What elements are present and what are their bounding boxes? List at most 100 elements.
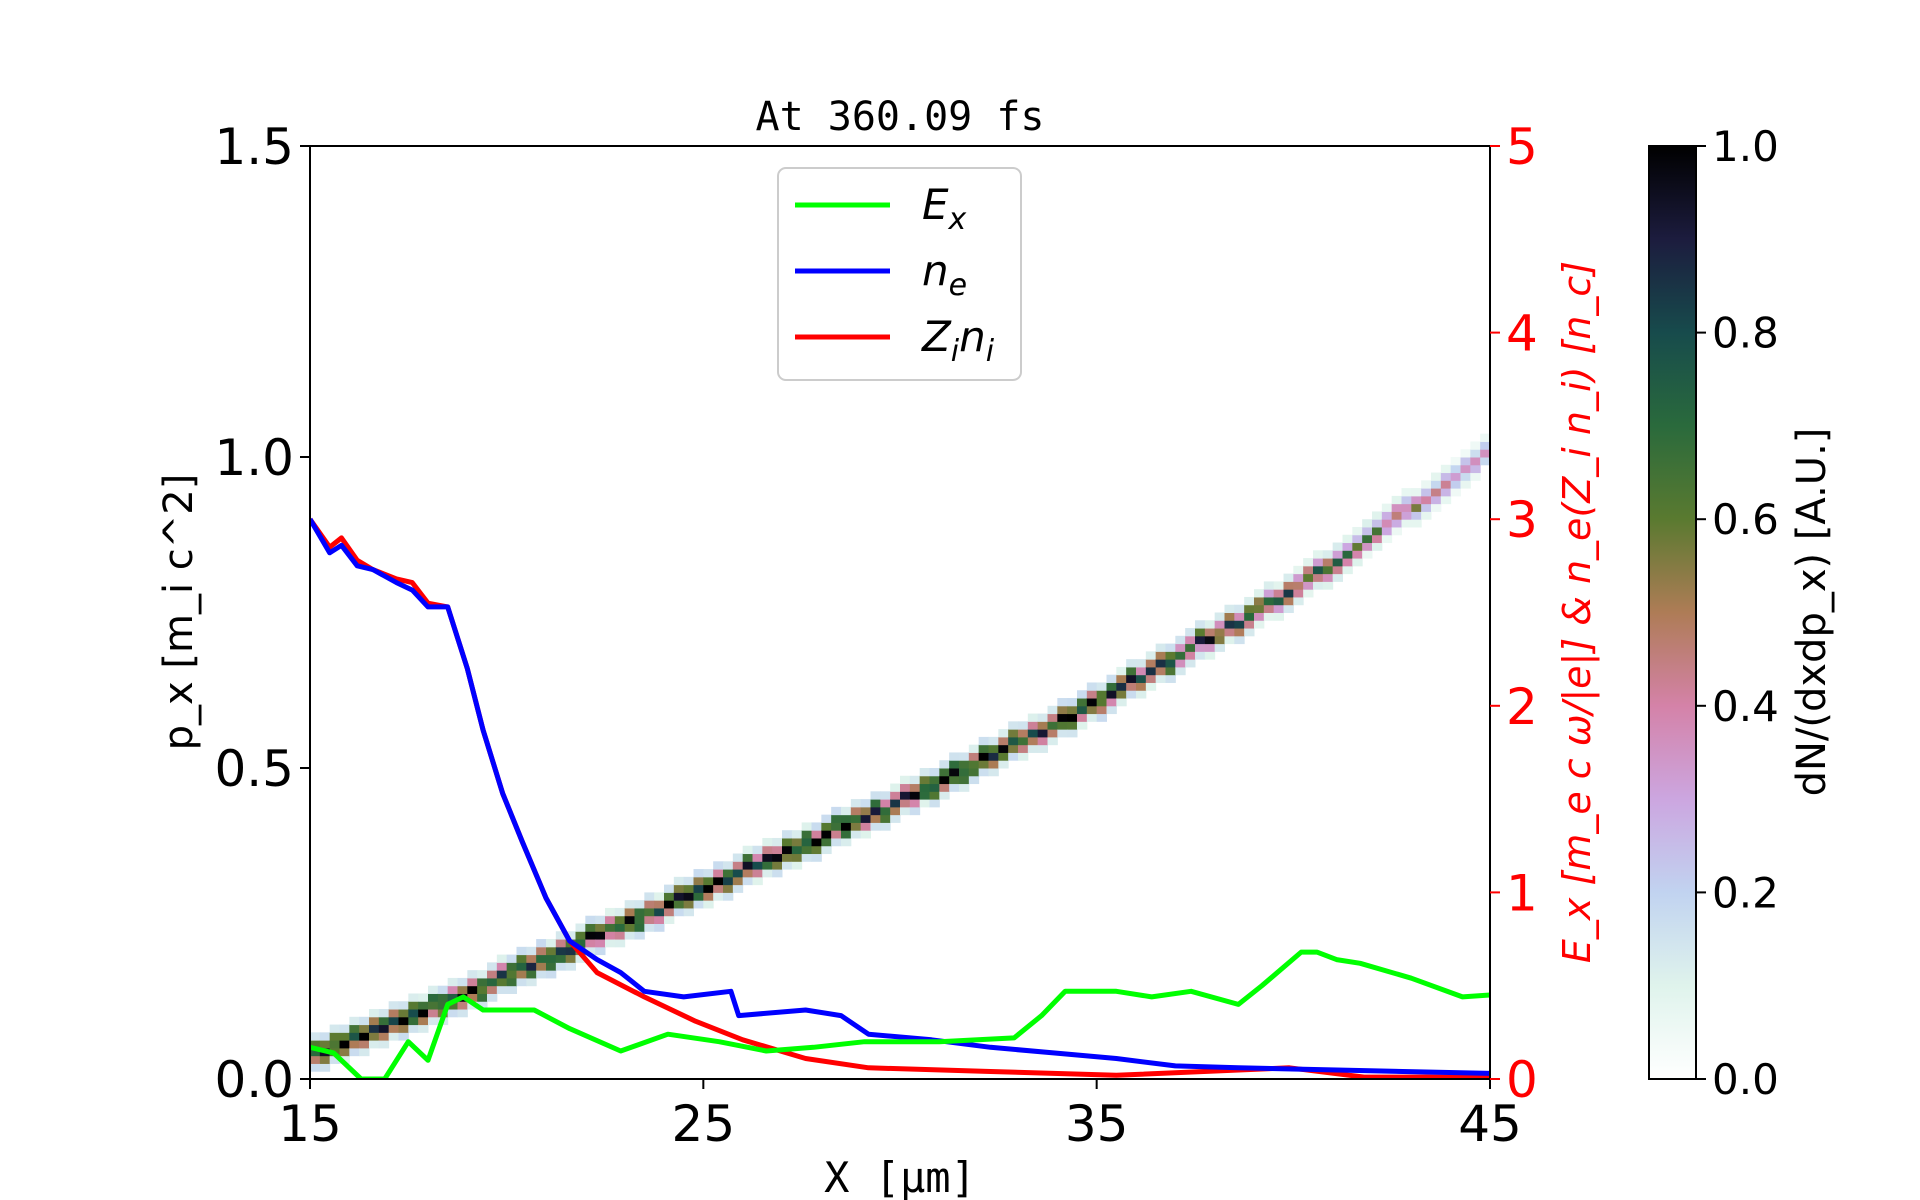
heatmap-cell	[644, 923, 655, 932]
heatmap-cell	[408, 1009, 419, 1018]
heatmap-cell	[1401, 488, 1412, 497]
heatmap-cell	[369, 1024, 380, 1033]
heatmap-cell	[1460, 464, 1471, 474]
heatmap-cell	[644, 892, 655, 901]
heatmap-cell	[949, 768, 960, 777]
heatmap-cell	[1116, 682, 1127, 691]
heatmap-cell	[1155, 651, 1166, 660]
line-series	[310, 517, 1490, 1079]
heatmap-cell	[1362, 526, 1373, 536]
legend-label-subscript: e	[949, 268, 967, 303]
heatmap-cell	[1126, 659, 1137, 668]
heatmap-cell	[1057, 698, 1068, 707]
heatmap-cell	[1126, 666, 1137, 676]
heatmap-cell	[1303, 573, 1314, 582]
heatmap-cell	[1381, 519, 1393, 528]
left-y-tick-label: 0.5	[214, 740, 294, 798]
heatmap-cell	[1263, 604, 1275, 613]
heatmap-cell	[890, 791, 901, 800]
heatmap-cell	[319, 1032, 331, 1041]
heatmap-cell	[654, 892, 665, 901]
heatmap-cell	[418, 1016, 429, 1026]
heatmap-cell	[870, 806, 881, 816]
heatmap-cell	[1195, 635, 1206, 645]
heatmap-cell	[998, 736, 1009, 746]
heatmap-cell	[1322, 565, 1334, 575]
heatmap-cell	[713, 861, 724, 870]
heatmap-cell	[841, 830, 852, 839]
heatmap-cell	[732, 853, 744, 862]
heatmap-cell	[339, 1055, 350, 1064]
heatmap-cell	[1047, 713, 1058, 722]
heatmap-cell	[683, 876, 694, 886]
heatmap-cell	[437, 985, 449, 994]
heatmap-cell	[988, 744, 999, 753]
heatmap-cell	[1175, 659, 1186, 668]
heatmap-cell	[1057, 705, 1068, 715]
heatmap-cell	[1008, 736, 1019, 746]
heatmap-cell	[1047, 736, 1058, 746]
heatmap-cell	[880, 822, 891, 831]
heatmap-cell	[526, 946, 537, 956]
heatmap-cell	[1224, 612, 1235, 621]
heatmap-cell	[428, 985, 439, 994]
heatmap-cell	[1214, 612, 1225, 621]
colorbar	[1648, 145, 1697, 1080]
heatmap-cell	[1185, 628, 1196, 637]
heatmap-cell	[841, 837, 852, 847]
heatmap-cell	[1263, 589, 1275, 598]
heatmap-cell	[791, 830, 803, 839]
heatmap-cell	[536, 970, 547, 979]
heatmap-cell	[791, 837, 803, 847]
heatmap-cell	[1381, 526, 1393, 536]
heatmap-cell	[742, 853, 753, 862]
heatmap-cell	[1027, 729, 1039, 738]
heatmap-cell	[978, 760, 989, 769]
heatmap-cell	[1460, 449, 1471, 458]
heatmap-cell	[1234, 628, 1245, 637]
heatmap-cell	[477, 993, 488, 1002]
heatmap-cell	[850, 814, 862, 823]
heatmap-cell	[1372, 542, 1383, 551]
heatmap-cell	[1096, 705, 1107, 715]
heatmap-cell	[1293, 589, 1304, 598]
heatmap-cell	[703, 876, 714, 886]
heatmap-cell	[1411, 495, 1422, 505]
heatmap-cell	[1096, 682, 1107, 691]
right-y-tick-label: 1	[1506, 864, 1538, 922]
heatmap-cell	[782, 837, 793, 847]
heatmap-cell	[860, 799, 871, 808]
heatmap-cell	[595, 923, 606, 932]
heatmap-cell	[408, 993, 419, 1002]
heatmap-cell	[536, 954, 547, 963]
heatmap-cell	[1411, 488, 1422, 497]
heatmap-cell	[1470, 449, 1481, 458]
heatmap-cell	[536, 946, 547, 956]
heatmap-cell	[998, 752, 1009, 761]
heatmap-cell	[870, 799, 881, 808]
heatmap-cell	[1204, 620, 1216, 629]
heatmap-cell	[339, 1024, 350, 1033]
heatmap-cell	[909, 775, 921, 785]
heatmap-cell	[713, 892, 724, 901]
heatmap-cell	[319, 1063, 331, 1072]
heatmap-cell	[1165, 674, 1176, 683]
heatmap-cell	[732, 876, 744, 886]
heatmap-cell	[1244, 604, 1255, 613]
heatmap-cell	[428, 993, 439, 1002]
heatmap-cell	[821, 814, 832, 823]
heatmap-cell	[860, 822, 871, 831]
heatmap-cell	[378, 1016, 390, 1026]
heatmap-cell	[1470, 472, 1481, 481]
heatmap-cell	[703, 869, 714, 878]
heatmap-cell	[369, 1009, 380, 1018]
heatmap-cell	[398, 1024, 409, 1033]
heatmap-cell	[850, 799, 862, 808]
heatmap-cell	[988, 768, 999, 777]
heatmap-cell	[1332, 573, 1343, 582]
heatmap-cell	[1322, 573, 1334, 582]
heatmap-cell	[329, 1024, 340, 1033]
heatmap-cell	[605, 915, 616, 924]
heatmap-cell	[723, 869, 734, 878]
heatmap-cell	[1096, 690, 1107, 699]
